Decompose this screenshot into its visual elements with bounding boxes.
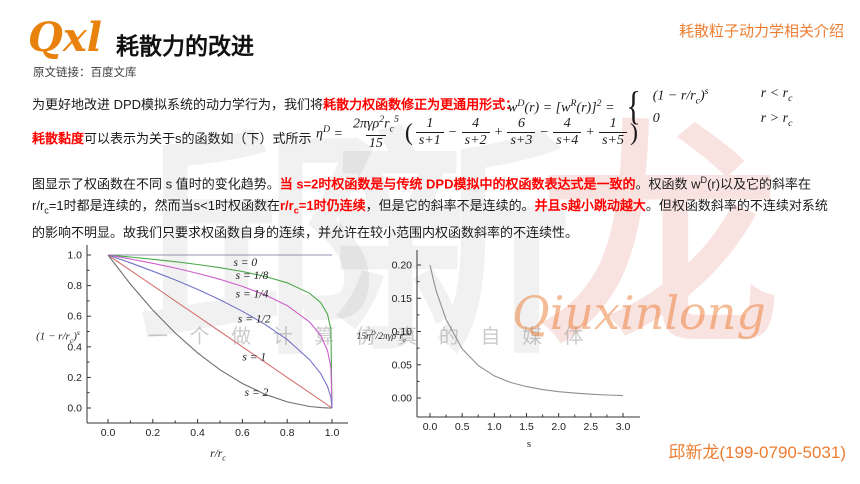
x-axis-label: s xyxy=(526,438,532,450)
svg-text:s = 1/8: s = 1/8 xyxy=(236,270,269,282)
header-topic: 耗散粒子动力学相关介绍 xyxy=(678,23,844,40)
svg-text:s = 1/2: s = 1/2 xyxy=(238,313,271,325)
svg-text:1.0: 1.0 xyxy=(325,427,340,439)
source-link: 原文链接：百度文库 xyxy=(33,67,137,79)
svg-text:s = 0: s = 0 xyxy=(233,257,257,269)
svg-text:0.6: 0.6 xyxy=(235,427,250,439)
svg-text:2.5: 2.5 xyxy=(584,421,599,433)
svg-text:3.0: 3.0 xyxy=(616,421,631,433)
svg-text:0.2: 0.2 xyxy=(145,427,160,439)
svg-text:s = 2: s = 2 xyxy=(245,387,269,399)
svg-text:1.0: 1.0 xyxy=(487,421,502,433)
x-axis-label: r/rc xyxy=(210,448,226,463)
weight-function-formula: wD(r) = [wR(r)]2 ={(1 − r/rc)s r < rc 0 r >… xyxy=(508,83,793,130)
body-paragraph: 图显示了权函数在不同 s 值时的变化趋势。当 s=2时权函数是与传统 DPD模拟… xyxy=(32,175,828,240)
svg-text:1.5: 1.5 xyxy=(519,421,534,433)
weight-function-chart: 0.0 0.2 0.4 0.6 0.8 1.0 0.0 0.2 0.4 0.6 0.8 1.0 s = … xyxy=(30,242,360,482)
svg-text:0.05: 0.05 xyxy=(392,359,413,371)
svg-text:2.0: 2.0 xyxy=(551,421,566,433)
logo-qxl: Qxl xyxy=(28,14,102,61)
svg-text:0.20: 0.20 xyxy=(392,260,413,272)
y-axis-label: (1 − r/rc)s xyxy=(36,328,80,345)
svg-text:0.15: 0.15 xyxy=(392,293,413,305)
svg-text:0.10: 0.10 xyxy=(392,326,413,338)
viscosity-formula: ηD = 2πγρ2rc5 15(1 s+1−4 s+2 +6 s+3−4 s+4 +1 s+5) xyxy=(316,114,639,151)
viscosity-chart: 0.0 0.5 1.0 1.5 2.0 2.5 3.0 0.00 0.05 0.10 0.15 0.2… xyxy=(355,240,655,458)
svg-text:0.0: 0.0 xyxy=(101,427,116,439)
svg-text:0.5: 0.5 xyxy=(455,421,470,433)
svg-text:1.0: 1.0 xyxy=(67,250,82,262)
svg-text:s = 1/4: s = 1/4 xyxy=(236,288,269,300)
intro-line-2: 耗散黏度可以表示为关于s的函数如（下）式所示 xyxy=(32,131,312,146)
contact-info: 邱新龙(199-0790-5031) xyxy=(668,443,846,462)
page-title: 耗散力的改进 xyxy=(116,33,254,59)
viscosity-plot: 0.0 0.5 1.0 1.5 2.0 2.5 3.0 0.00 0.05 0.10 0.15 0.2… xyxy=(392,250,640,433)
svg-text:0.8: 0.8 xyxy=(67,280,82,292)
svg-text:0.8: 0.8 xyxy=(280,427,295,439)
svg-text:s = 1: s = 1 xyxy=(242,352,266,364)
y-axis-label: 15ηD/2πγρ2rc5 xyxy=(356,330,410,345)
svg-text:0.0: 0.0 xyxy=(67,403,82,415)
intro-line-1: 为更好地改进 DPD模拟系统的动力学行为，我们将耗散力权函数修正为更通用形式： xyxy=(32,97,519,112)
svg-text:0.00: 0.00 xyxy=(392,393,413,405)
svg-text:0.4: 0.4 xyxy=(67,341,82,353)
svg-text:0.6: 0.6 xyxy=(67,311,82,323)
svg-text:0.0: 0.0 xyxy=(423,421,438,433)
svg-text:0.2: 0.2 xyxy=(67,372,82,384)
svg-text:0.4: 0.4 xyxy=(190,427,205,439)
weight-function-plot: 0.0 0.2 0.4 0.6 0.8 1.0 0.0 0.2 0.4 0.6 0.8 1.0 s = … xyxy=(67,245,348,439)
